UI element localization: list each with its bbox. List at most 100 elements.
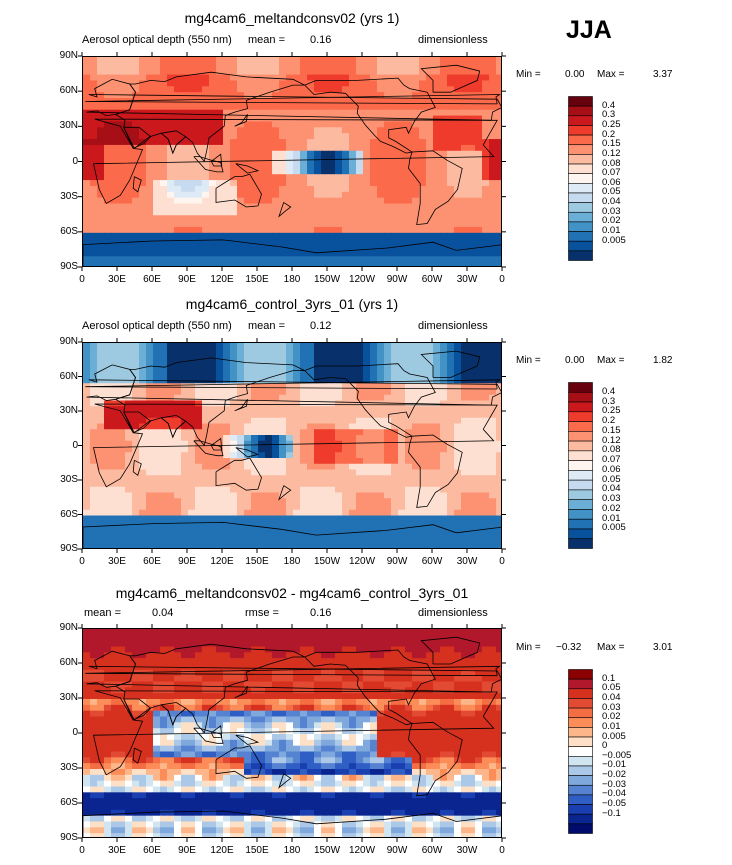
field-cell — [174, 226, 182, 234]
field-cell — [475, 103, 483, 111]
field-cell — [90, 354, 98, 361]
field-cell — [209, 127, 217, 134]
field-cell — [104, 634, 112, 642]
field-cell — [412, 250, 420, 257]
field-cell — [447, 244, 455, 252]
field-cell — [237, 400, 245, 407]
field-cell — [370, 475, 378, 482]
field-cell — [300, 115, 308, 123]
field-cell — [139, 538, 147, 545]
field-cell — [118, 640, 126, 648]
field-cell — [286, 538, 294, 545]
field-cell — [125, 629, 133, 636]
panel-title: mg4cam6_meltandconsv02 - mg4cam6_control… — [115, 585, 469, 601]
field-cell — [370, 446, 378, 453]
field-cell — [307, 658, 315, 665]
field-cell — [167, 139, 175, 146]
field-cell — [265, 250, 273, 257]
field-cell — [419, 197, 427, 205]
field-cell — [412, 394, 420, 402]
field-cell — [209, 658, 217, 665]
field-cell — [216, 150, 224, 158]
field-cell — [223, 509, 231, 517]
field-cell — [132, 371, 140, 379]
coastline — [278, 485, 292, 501]
field-cell — [482, 629, 490, 636]
field-cell — [167, 354, 175, 361]
field-cell — [167, 185, 175, 193]
field-cell — [153, 348, 161, 356]
field-cell — [258, 238, 266, 246]
field-cell — [209, 515, 217, 522]
field-cell — [335, 162, 343, 169]
field-cell — [230, 221, 238, 228]
field-cell — [139, 80, 147, 87]
field-cell — [265, 86, 273, 93]
field-cell — [482, 238, 490, 246]
field-cell — [342, 262, 350, 266]
field-cell — [251, 62, 259, 70]
field-cell — [90, 664, 98, 671]
field-cell — [391, 383, 399, 390]
field-cell — [300, 221, 308, 228]
field-cell — [328, 62, 336, 70]
field-cell — [349, 191, 357, 199]
field-cell — [104, 629, 112, 636]
field-cell — [83, 527, 91, 534]
field-cell — [272, 481, 280, 488]
field-cell — [377, 406, 385, 413]
field-cell — [83, 250, 91, 257]
field-cell — [181, 475, 189, 482]
field-cell — [160, 221, 168, 228]
field-cell — [412, 492, 420, 499]
field-cell — [321, 180, 329, 187]
coastline — [408, 434, 463, 508]
field-cell — [104, 452, 112, 459]
field-cell — [342, 180, 350, 187]
field-cell — [174, 98, 182, 105]
field-cell — [377, 144, 385, 152]
field-cell — [111, 452, 119, 459]
field-cell — [419, 244, 427, 252]
field-cell — [412, 629, 420, 636]
field-cell — [335, 383, 343, 390]
field-cell — [454, 475, 462, 482]
field-cell — [272, 504, 280, 511]
field-cell — [174, 144, 182, 152]
field-cell — [398, 640, 406, 648]
field-cell — [195, 429, 203, 436]
field-cell — [146, 168, 154, 175]
field-cell — [237, 244, 245, 252]
field-cell — [125, 475, 133, 482]
field-cell — [468, 144, 476, 152]
map-panel — [82, 342, 502, 549]
field-cell — [174, 185, 182, 193]
field-cell — [440, 256, 448, 263]
field-cell — [83, 469, 91, 476]
field-cell — [181, 629, 189, 636]
field-cell — [314, 92, 322, 99]
field-cell — [251, 74, 259, 82]
field-cell — [321, 515, 329, 522]
field-cell — [321, 80, 329, 87]
field-cell — [398, 389, 406, 396]
field-cell — [440, 498, 448, 505]
field-cell — [237, 139, 245, 146]
field-cell — [426, 343, 434, 350]
field-cell — [307, 197, 315, 205]
field-cell — [419, 127, 427, 134]
field-cell — [475, 360, 483, 367]
field-cell — [349, 498, 357, 505]
field-cell — [349, 185, 357, 193]
y-tick-label: 30N — [59, 405, 78, 416]
field-cell — [307, 133, 315, 140]
field-cell — [265, 109, 273, 117]
field-cell — [244, 394, 252, 402]
field-cell — [265, 371, 273, 379]
field-cell — [482, 538, 490, 545]
field-cell — [237, 144, 245, 152]
field-cell — [398, 221, 406, 228]
field-cell — [447, 191, 455, 199]
field-cell — [230, 469, 238, 476]
field-cell — [209, 492, 217, 499]
